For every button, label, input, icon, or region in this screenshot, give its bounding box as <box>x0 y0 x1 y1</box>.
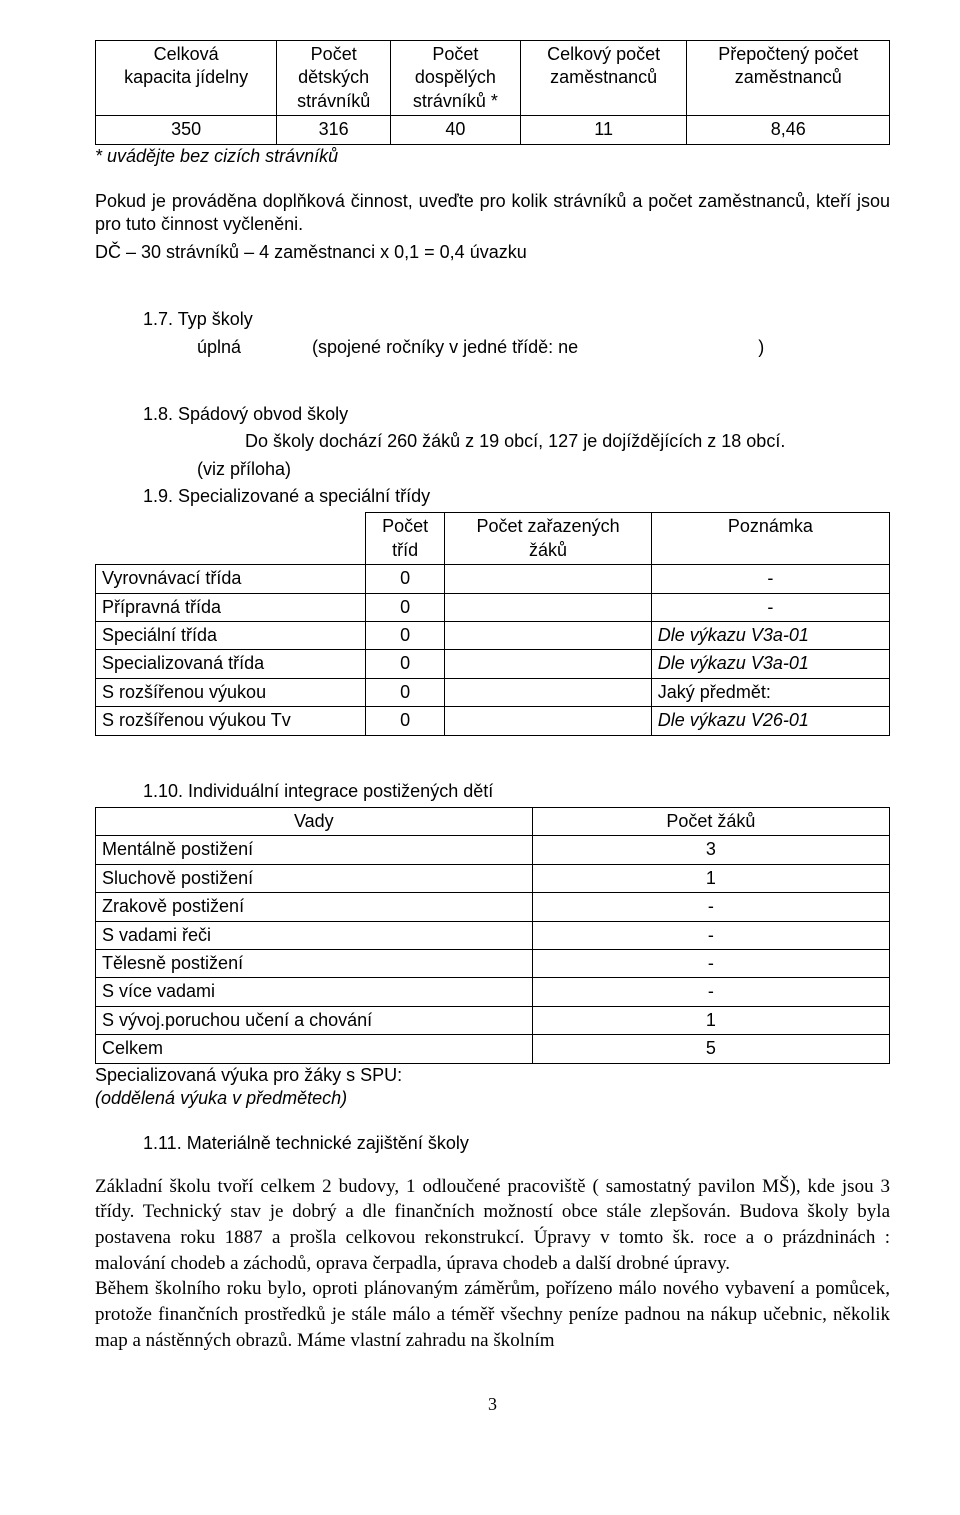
table1-cell: 11 <box>520 116 687 144</box>
table2-label: Specializovaná třída <box>96 650 366 678</box>
table1-header: Počet dětských strávníků <box>277 41 391 116</box>
table1-cell: 8,46 <box>687 116 890 144</box>
table2-count: 0 <box>365 678 444 706</box>
table-capacity: Celková kapacita jídelnyPočet dětských s… <box>95 40 890 145</box>
body-paragraph-1: Základní školu tvoří celkem 2 budovy, 1 … <box>95 1174 890 1277</box>
table2-count: 0 <box>365 622 444 650</box>
para-additional-activity: Pokud je prováděna doplňková činnost, uv… <box>95 190 890 237</box>
table2-label: Speciální třída <box>96 622 366 650</box>
page-number: 3 <box>95 1393 890 1416</box>
table3-count: - <box>532 921 889 949</box>
body-paragraph-2: Během školního roku bylo, oproti plánova… <box>95 1276 890 1353</box>
table2-label: Přípravná třída <box>96 593 366 621</box>
table3-label: Sluchově postižení <box>96 864 533 892</box>
section-1-9-title: 1.9. Specializované a speciální třídy <box>143 485 890 508</box>
t3-h2: Počet žáků <box>532 807 889 835</box>
table3-count: - <box>532 978 889 1006</box>
table-special-classes: Počet třídPočet zařazených žákůPoznámka … <box>95 512 890 735</box>
table2-pupils <box>445 650 651 678</box>
table3-label: S vadami řeči <box>96 921 533 949</box>
table3-label: S vývoj.poruchou učení a chování <box>96 1006 533 1034</box>
table1-header: Přepočtený počet zaměstnanců <box>687 41 890 116</box>
table1-header: Celkový počet zaměstnanců <box>520 41 687 116</box>
s17-label: úplná <box>197 336 307 359</box>
table2-pupils <box>445 678 651 706</box>
table3-label: Tělesně postižení <box>96 949 533 977</box>
table2-note: - <box>651 593 889 621</box>
table3-label: Celkem <box>96 1035 533 1063</box>
table3-count: 1 <box>532 1006 889 1034</box>
table3-count: - <box>532 949 889 977</box>
table1-cell: 40 <box>391 116 521 144</box>
table3-count: 3 <box>532 836 889 864</box>
section-1-8-viz: (viz příloha) <box>197 458 890 481</box>
s17-paren: ) <box>758 337 764 357</box>
table3-count: 1 <box>532 864 889 892</box>
table2-count: 0 <box>365 593 444 621</box>
table2-header: Poznámka <box>651 513 889 565</box>
section-1-8-body: Do školy dochází 260 žáků z 19 obcí, 127… <box>245 430 890 453</box>
table2-header <box>96 513 366 565</box>
table2-header: Počet zařazených žáků <box>445 513 651 565</box>
table3-count: - <box>532 893 889 921</box>
table1-note: * uvádějte bez cizích strávníků <box>95 145 890 168</box>
table2-note: - <box>651 565 889 593</box>
s17-text: (spojené ročníky v jedné třídě: ne <box>312 337 578 357</box>
section-1-7-body: úplná (spojené ročníky v jedné třídě: ne… <box>197 336 890 359</box>
table2-note: Dle výkazu V3a-01 <box>651 650 889 678</box>
table2-note: Jaký předmět: <box>651 678 889 706</box>
table2-count: 0 <box>365 565 444 593</box>
section-1-10-title: 1.10. Individuální integrace postižených… <box>143 780 890 803</box>
table2-count: 0 <box>365 650 444 678</box>
table1-header: Počet dospělých strávníků * <box>391 41 521 116</box>
table2-header: Počet tříd <box>365 513 444 565</box>
table2-note: Dle výkazu V26-01 <box>651 707 889 735</box>
table1-header: Celková kapacita jídelny <box>96 41 277 116</box>
section-1-11-title: 1.11. Materiálně technické zajištění ško… <box>143 1132 890 1155</box>
para-dc-line: DČ – 30 strávníků – 4 zaměstnanci x 0,1 … <box>95 241 890 264</box>
table1-cell: 316 <box>277 116 391 144</box>
table3-label: Zrakově postižení <box>96 893 533 921</box>
section-1-8-title: 1.8. Spádový obvod školy <box>143 403 890 426</box>
t3-h1: Vady <box>96 807 533 835</box>
table2-label: Vyrovnávací třída <box>96 565 366 593</box>
table2-pupils <box>445 622 651 650</box>
spu-line: Specializovaná výuka pro žáky s SPU: <box>95 1064 890 1087</box>
table2-label: S rozšířenou výukou Tv <box>96 707 366 735</box>
table2-count: 0 <box>365 707 444 735</box>
table2-label: S rozšířenou výukou <box>96 678 366 706</box>
table2-pupils <box>445 707 651 735</box>
table2-pupils <box>445 593 651 621</box>
table2-note: Dle výkazu V3a-01 <box>651 622 889 650</box>
table3-label: Mentálně postižení <box>96 836 533 864</box>
table2-pupils <box>445 565 651 593</box>
section-1-7-title: 1.7. Typ školy <box>143 308 890 331</box>
table1-cell: 350 <box>96 116 277 144</box>
table-integration: Vady Počet žáků Mentálně postižení3Sluch… <box>95 807 890 1064</box>
table3-label: S více vadami <box>96 978 533 1006</box>
spu-note: (oddělená výuka v předmětech) <box>95 1087 890 1110</box>
table3-count: 5 <box>532 1035 889 1063</box>
